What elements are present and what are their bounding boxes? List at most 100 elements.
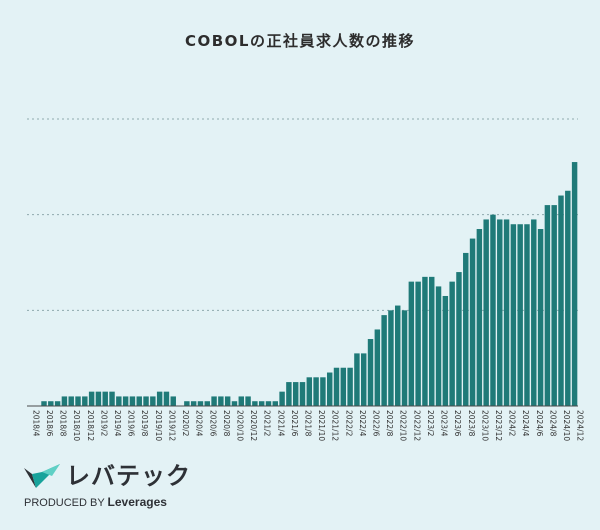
bar-2023/10 — [476, 229, 483, 406]
x-tick-label: 2021/10 — [317, 410, 326, 441]
levtech-logo: レバテック PRODUCED BY Leverages — [22, 462, 190, 509]
bar-2020/7 — [211, 396, 217, 406]
x-tick-label: 2022/4 — [358, 410, 367, 437]
bar-2021/4 — [272, 401, 279, 406]
bar-2024/7 — [537, 229, 544, 406]
bar-2020/8 — [218, 396, 224, 406]
bar-2023/11 — [483, 219, 489, 406]
bar-2021/5 — [279, 391, 285, 406]
bar-2024/9 — [551, 205, 557, 406]
bar-2021/10 — [313, 377, 319, 406]
x-tick-label: 2021/8 — [304, 410, 313, 437]
levtech-logo-icon — [24, 464, 60, 488]
x-tick-label: 2021/12 — [331, 410, 340, 441]
bar-2018/12 — [82, 396, 88, 406]
x-tick-label: 2018/12 — [86, 410, 95, 441]
x-tick-label: 2022/6 — [372, 410, 381, 437]
x-tick-label: 2024/6 — [535, 410, 544, 437]
bar-2023/1 — [415, 281, 421, 406]
x-tick-label: 2018/6 — [45, 410, 54, 437]
bar-2021/1 — [252, 401, 258, 406]
x-tick-label: 2019/6 — [127, 410, 136, 437]
logo-tagline: PRODUCED BY Leverages — [24, 495, 167, 509]
bar-2022/5 — [361, 353, 367, 406]
logo-wordmark: レバテック — [66, 462, 191, 490]
bar-2022/8 — [381, 315, 387, 406]
x-tick-label: 2023/4 — [440, 410, 449, 437]
bar-2023/3 — [429, 276, 435, 406]
bar-2020/12 — [245, 396, 251, 406]
chart-title: COBOLの正社員求人数の推移 — [184, 32, 415, 50]
x-tick-label: 2018/8 — [59, 410, 68, 437]
x-tick-label: 2019/2 — [99, 410, 108, 437]
bar-2020/10 — [231, 401, 238, 406]
x-tick-label: 2020/6 — [208, 410, 217, 437]
bar-2024/8 — [544, 205, 551, 406]
bar-2018/6 — [41, 401, 47, 406]
bar-2020/11 — [238, 396, 244, 406]
x-tick-label: 2019/4 — [113, 410, 122, 437]
bar-2021/11 — [320, 377, 326, 406]
bar-2020/1 — [170, 396, 176, 406]
x-tick-label: 2019/8 — [140, 410, 149, 437]
bar-2022/2 — [340, 367, 347, 406]
x-tick-label: 2019/12 — [167, 410, 176, 441]
bar-2021/6 — [286, 382, 292, 406]
bar-2019/10 — [150, 396, 156, 406]
x-tick-label: 2023/8 — [467, 410, 476, 437]
x-tick-label: 2024/8 — [548, 410, 557, 437]
bar-2019/1 — [88, 391, 95, 406]
x-tick-label: 2022/12 — [412, 410, 421, 441]
bar-2021/9 — [306, 377, 313, 406]
x-tick-label: 2022/2 — [344, 410, 353, 437]
x-tick-label: 2018/4 — [31, 410, 40, 437]
bar-2021/2 — [258, 401, 265, 406]
bar-2018/10 — [68, 396, 74, 406]
bar-2022/9 — [388, 310, 394, 406]
bar-2020/4 — [190, 401, 197, 406]
x-tick-label: 2021/2 — [263, 410, 272, 437]
x-tick-label: 2022/8 — [385, 410, 394, 437]
bar-2019/8 — [136, 396, 142, 406]
x-tick-label: 2023/10 — [480, 410, 489, 441]
bar-2024/1 — [497, 219, 503, 406]
x-tick-label: 2023/2 — [426, 410, 435, 437]
bar-2019/4 — [109, 391, 115, 406]
bar-2019/2 — [95, 391, 102, 406]
bar-2019/11 — [156, 391, 163, 406]
bar-2023/4 — [435, 286, 442, 406]
bar-2019/7 — [129, 396, 136, 406]
bar-2023/7 — [456, 272, 462, 406]
bar-2021/8 — [299, 382, 306, 406]
bar-2024/6 — [531, 219, 537, 406]
x-tick-label: 2018/10 — [72, 410, 81, 441]
bar-2022/11 — [401, 310, 408, 406]
bar-2024/4 — [517, 224, 523, 406]
x-tick-label: 2020/2 — [181, 410, 190, 437]
bar-2024/3 — [510, 224, 517, 406]
bar-2022/1 — [333, 367, 340, 406]
bar-2023/9 — [469, 238, 476, 406]
bar-2020/6 — [204, 401, 210, 406]
bar-2019/3 — [102, 391, 108, 406]
bar-2018/7 — [48, 401, 54, 406]
bar-2024/11 — [565, 190, 571, 406]
x-tick-label: 2021/6 — [290, 410, 299, 437]
bar-2021/3 — [265, 401, 272, 406]
x-tick-label: 2024/12 — [576, 410, 585, 441]
bar-2022/10 — [395, 305, 401, 406]
x-tick-label: 2023/6 — [453, 410, 462, 437]
bar-2021/7 — [292, 382, 299, 406]
bar-2018/8 — [54, 401, 61, 406]
x-tick-label: 2024/10 — [562, 410, 571, 441]
bar-2020/9 — [224, 396, 231, 406]
bar-2018/11 — [75, 396, 81, 406]
bar-2022/7 — [374, 329, 381, 406]
bar-2023/6 — [449, 281, 455, 406]
bar-2022/12 — [408, 281, 415, 406]
x-tick-label: 2024/4 — [521, 410, 530, 437]
bar-2020/5 — [197, 401, 204, 406]
bar-2019/5 — [116, 396, 122, 406]
x-tick-label: 2020/8 — [222, 410, 231, 437]
